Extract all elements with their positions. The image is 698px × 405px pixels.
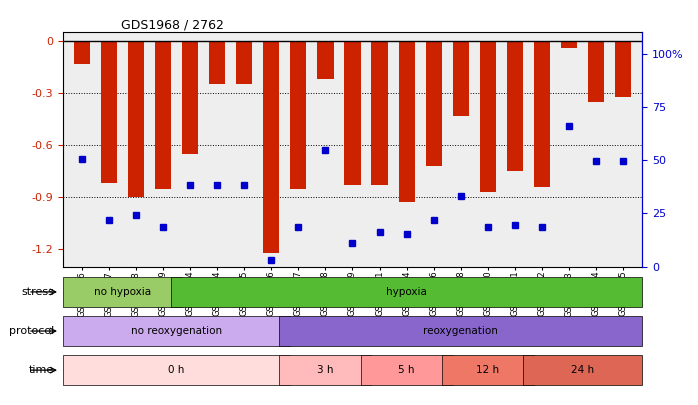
Text: 5 h: 5 h xyxy=(399,365,415,375)
Text: 12 h: 12 h xyxy=(476,365,499,375)
Bar xyxy=(361,355,453,385)
Text: 0 h: 0 h xyxy=(168,365,185,375)
Bar xyxy=(318,41,334,79)
Text: no reoxygenation: no reoxygenation xyxy=(131,326,222,336)
Text: hypoxia: hypoxia xyxy=(386,287,427,297)
Bar xyxy=(263,41,279,253)
Bar xyxy=(279,316,642,346)
Text: 24 h: 24 h xyxy=(571,365,594,375)
Bar xyxy=(561,41,577,48)
Text: stress: stress xyxy=(21,287,54,297)
Bar xyxy=(101,41,117,183)
Bar xyxy=(344,41,361,185)
Bar xyxy=(128,41,144,197)
Bar xyxy=(399,41,415,202)
Bar xyxy=(63,277,182,307)
Text: protocol: protocol xyxy=(9,326,54,336)
Bar xyxy=(155,41,171,189)
Text: 3 h: 3 h xyxy=(317,365,334,375)
Bar xyxy=(74,41,90,64)
Text: time: time xyxy=(29,365,54,375)
Bar xyxy=(290,41,306,189)
Bar xyxy=(507,41,523,171)
Bar xyxy=(615,41,631,97)
Bar xyxy=(182,41,198,154)
Bar xyxy=(171,277,642,307)
Bar xyxy=(588,41,604,102)
Bar xyxy=(236,41,252,85)
Bar xyxy=(442,355,534,385)
Text: no hypoxia: no hypoxia xyxy=(94,287,151,297)
Bar xyxy=(480,41,496,192)
Bar xyxy=(279,355,371,385)
Text: GDS1968 / 2762: GDS1968 / 2762 xyxy=(121,18,223,31)
Bar xyxy=(453,41,469,116)
Bar xyxy=(63,316,290,346)
Bar xyxy=(426,41,442,166)
Bar xyxy=(534,41,550,187)
Bar xyxy=(371,41,387,185)
Bar xyxy=(523,355,642,385)
Bar xyxy=(63,355,290,385)
Bar xyxy=(209,41,225,85)
Text: reoxygenation: reoxygenation xyxy=(424,326,498,336)
